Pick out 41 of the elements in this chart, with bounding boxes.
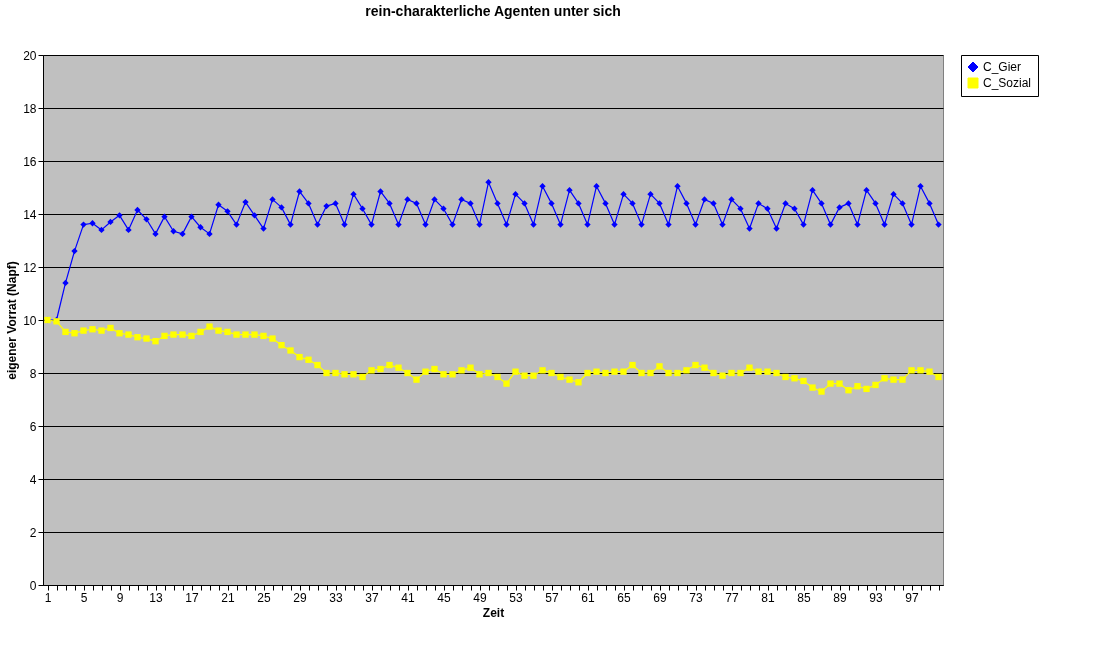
y-tick-label: 18 bbox=[23, 101, 37, 116]
x-tick-label: 1 bbox=[44, 590, 52, 605]
x-tick-label: 53 bbox=[509, 590, 523, 605]
x-tick-label: 85 bbox=[797, 590, 811, 605]
x-tick-label: 5 bbox=[80, 590, 88, 605]
x-tick-label: 97 bbox=[905, 590, 919, 605]
x-tick-label: 49 bbox=[473, 590, 487, 605]
y-axis-title: eigener Vorrat (Napf) bbox=[5, 261, 20, 380]
y-tick-label: 12 bbox=[23, 260, 37, 275]
chart-title: rein-charakterliche Agenten unter sich bbox=[365, 3, 621, 19]
x-axis-title: Zeit bbox=[482, 605, 505, 620]
x-tick-label: 13 bbox=[149, 590, 163, 605]
legend-label: C_Gier bbox=[983, 60, 1022, 74]
x-tick-label: 29 bbox=[293, 590, 307, 605]
x-tick-label: 93 bbox=[869, 590, 883, 605]
y-tick-label: 2 bbox=[29, 525, 37, 540]
y-tick-label: 0 bbox=[29, 578, 37, 593]
x-tick-label: 61 bbox=[581, 590, 595, 605]
x-tick-label: 41 bbox=[401, 590, 415, 605]
x-tick-label: 57 bbox=[545, 590, 559, 605]
x-tick-label: 9 bbox=[116, 590, 124, 605]
x-tick-label: 21 bbox=[221, 590, 235, 605]
y-tick-label: 4 bbox=[29, 472, 37, 487]
y-tick-label: 8 bbox=[29, 366, 37, 381]
y-tick-label: 10 bbox=[23, 313, 37, 328]
x-tick-label: 73 bbox=[689, 590, 703, 605]
x-tick-label: 33 bbox=[329, 590, 343, 605]
x-tick-label: 25 bbox=[257, 590, 271, 605]
x-tick-label: 69 bbox=[653, 590, 667, 605]
x-tick-label: 81 bbox=[761, 590, 775, 605]
x-tick-label: 89 bbox=[833, 590, 847, 605]
y-tick-label: 16 bbox=[23, 154, 37, 169]
x-tick-label: 17 bbox=[185, 590, 199, 605]
y-tick-label: 20 bbox=[23, 48, 37, 63]
x-tick-label: 37 bbox=[365, 590, 379, 605]
x-tick-label: 77 bbox=[725, 590, 739, 605]
legend-label: C_Sozial bbox=[983, 76, 1032, 90]
x-tick-label: 45 bbox=[437, 590, 451, 605]
y-tick-label: 6 bbox=[29, 419, 37, 434]
x-tick-label: 65 bbox=[617, 590, 631, 605]
y-tick-label: 14 bbox=[23, 207, 37, 222]
